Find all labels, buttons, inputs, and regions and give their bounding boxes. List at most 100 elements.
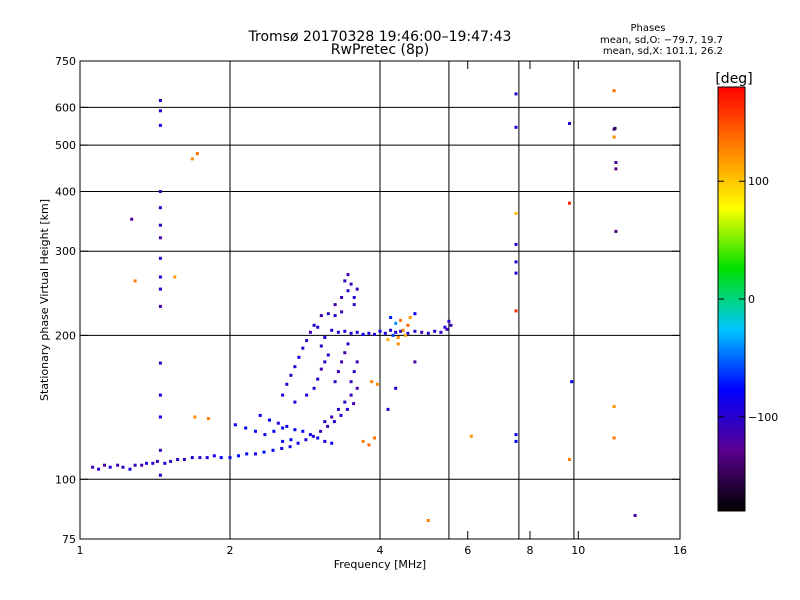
data-point bbox=[245, 452, 249, 456]
data-point bbox=[326, 353, 330, 357]
data-point bbox=[349, 331, 353, 335]
data-point bbox=[271, 448, 275, 452]
data-point bbox=[568, 201, 571, 205]
data-point bbox=[311, 434, 315, 438]
data-point bbox=[182, 458, 186, 461]
data-point bbox=[330, 328, 334, 332]
stats-heading: Phases bbox=[630, 23, 665, 34]
y-axis-label: Stationary phase Virtual Height [km] bbox=[38, 199, 51, 401]
axis-ticks: 1 2 4 6 8 10 16 75 100 200 300 400 500 600 750 bbox=[55, 55, 687, 557]
data-point bbox=[173, 275, 177, 279]
data-point bbox=[386, 338, 390, 342]
data-point bbox=[158, 256, 162, 260]
data-point bbox=[612, 405, 616, 408]
data-point bbox=[151, 461, 155, 465]
data-point bbox=[336, 330, 340, 334]
data-point bbox=[394, 321, 398, 325]
data-point bbox=[445, 327, 449, 331]
data-point bbox=[332, 420, 336, 424]
x-tick-label: 2 bbox=[227, 544, 234, 557]
data-point bbox=[340, 360, 344, 364]
data-point bbox=[316, 377, 320, 381]
data-point bbox=[219, 456, 223, 460]
data-point bbox=[391, 333, 395, 337]
data-point bbox=[330, 415, 334, 419]
data-point bbox=[408, 316, 412, 319]
data-point bbox=[319, 344, 323, 348]
data-point bbox=[413, 329, 417, 333]
y-tick-label: 100 bbox=[55, 473, 76, 486]
data-point bbox=[128, 467, 132, 471]
data-point bbox=[301, 429, 305, 433]
data-point bbox=[133, 279, 137, 283]
data-point bbox=[169, 459, 173, 463]
y-tick-label: 500 bbox=[55, 139, 76, 152]
colorbar-tick-label: 0 bbox=[748, 293, 755, 306]
data-point bbox=[121, 465, 125, 469]
data-point bbox=[281, 393, 285, 397]
data-point bbox=[396, 336, 400, 339]
y-tick-label: 75 bbox=[62, 533, 76, 546]
data-point bbox=[258, 413, 262, 417]
data-point bbox=[345, 407, 349, 411]
data-point bbox=[420, 330, 424, 334]
data-point bbox=[355, 360, 359, 364]
data-point bbox=[349, 393, 353, 397]
data-point bbox=[319, 367, 323, 371]
data-point bbox=[406, 323, 410, 327]
data-point bbox=[133, 463, 137, 467]
data-point bbox=[613, 126, 617, 130]
data-point bbox=[285, 424, 289, 428]
data-point bbox=[263, 433, 267, 437]
data-point bbox=[190, 456, 194, 460]
data-point bbox=[212, 454, 216, 458]
data-point bbox=[158, 361, 162, 365]
data-point bbox=[103, 463, 106, 467]
data-point bbox=[244, 426, 248, 430]
data-point bbox=[158, 236, 162, 240]
data-point bbox=[514, 125, 518, 129]
y-tick-label: 400 bbox=[55, 185, 76, 198]
data-point bbox=[319, 429, 323, 433]
data-point bbox=[158, 473, 162, 477]
data-point bbox=[339, 413, 343, 417]
data-point bbox=[514, 211, 518, 215]
data-point bbox=[570, 380, 574, 384]
data-point bbox=[568, 458, 571, 461]
data-point bbox=[614, 161, 618, 164]
data-point bbox=[301, 346, 305, 350]
data-point bbox=[447, 319, 451, 323]
data-point bbox=[449, 323, 453, 327]
data-point bbox=[361, 332, 365, 336]
x-tick-label: 8 bbox=[527, 544, 534, 557]
data-point bbox=[399, 318, 403, 322]
data-point bbox=[612, 135, 616, 139]
data-point bbox=[262, 450, 266, 454]
x-tick-label: 16 bbox=[673, 544, 687, 557]
data-point bbox=[326, 312, 330, 316]
data-point bbox=[316, 436, 320, 440]
data-point bbox=[316, 325, 320, 329]
data-point bbox=[333, 380, 337, 384]
data-point bbox=[612, 89, 616, 93]
data-point bbox=[413, 360, 417, 364]
data-point bbox=[158, 448, 162, 452]
data-point bbox=[293, 365, 297, 369]
data-point bbox=[195, 152, 199, 156]
data-point bbox=[293, 428, 297, 432]
data-point bbox=[254, 452, 257, 456]
data-point bbox=[352, 402, 356, 406]
chart-subtitle: RwPretec (8p) bbox=[331, 42, 429, 58]
data-point bbox=[304, 438, 308, 442]
x-tick-label: 4 bbox=[377, 544, 384, 557]
data-point bbox=[355, 330, 359, 334]
data-point bbox=[198, 456, 202, 460]
data-point bbox=[308, 433, 312, 437]
data-point bbox=[355, 386, 359, 390]
data-point bbox=[163, 461, 167, 465]
data-point bbox=[155, 459, 159, 463]
data-point bbox=[413, 312, 417, 316]
data-point bbox=[373, 332, 376, 336]
x-tick-label: 1 bbox=[77, 544, 84, 557]
data-point bbox=[394, 386, 398, 390]
